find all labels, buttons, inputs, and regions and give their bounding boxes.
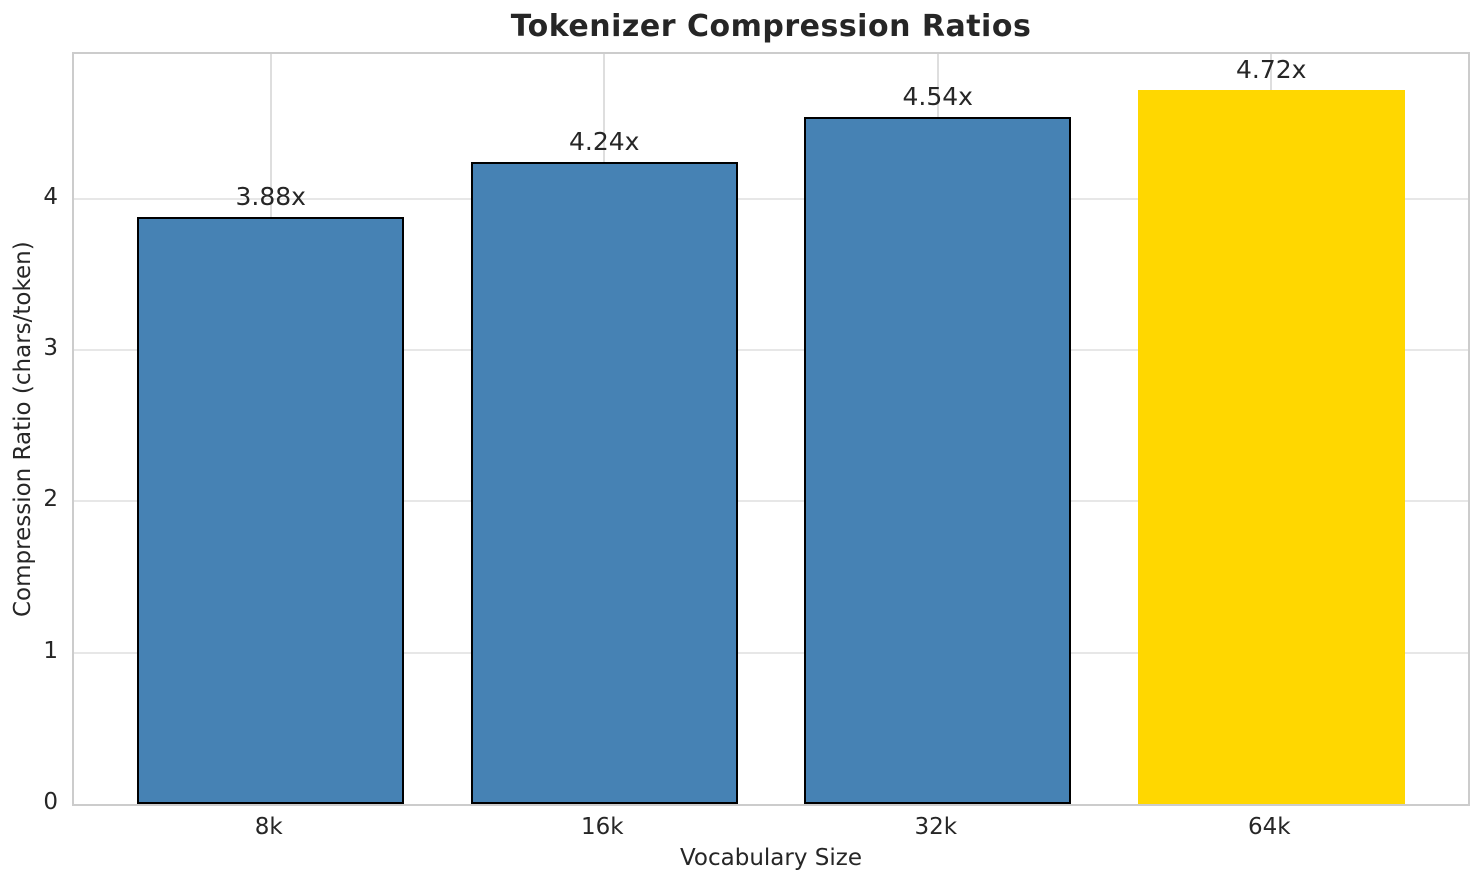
y-tick-label: 4 — [43, 183, 58, 210]
grid-line-h — [74, 197, 1468, 200]
x-tick-label: 32k — [914, 814, 958, 840]
grid-line-h — [74, 651, 1468, 654]
y-tick-label: 2 — [43, 486, 58, 513]
bar — [804, 116, 1072, 804]
bar-value-label: 4.72x — [1236, 54, 1307, 84]
y-tick-label: 0 — [43, 789, 58, 815]
bar — [470, 162, 738, 804]
bar — [137, 216, 405, 804]
plot-area: 3.88x 4.24x 4.54x 4.72x — [72, 52, 1470, 806]
chart-title: Tokenizer Compression Ratios — [510, 9, 1032, 44]
bar-value-label: 3.88x — [235, 181, 306, 211]
x-tick-label: 16k — [580, 814, 624, 840]
y-tick-label: 1 — [43, 637, 58, 664]
x-tick-labels: 8k 16k 32k 64k — [72, 814, 1470, 844]
x-tick-label: 64k — [1247, 814, 1291, 840]
bar-value-label: 4.24x — [569, 127, 640, 157]
x-tick-label: 8k — [254, 814, 283, 840]
x-axis-label: Vocabulary Size — [679, 845, 862, 871]
y-tick-labels: 0 1 2 3 4 — [0, 52, 58, 815]
grid-line-h — [74, 349, 1468, 352]
bar-value-label: 4.54x — [902, 81, 973, 111]
y-tick-label: 3 — [43, 335, 58, 361]
grid-line-h — [74, 500, 1468, 503]
bar — [1137, 89, 1405, 804]
